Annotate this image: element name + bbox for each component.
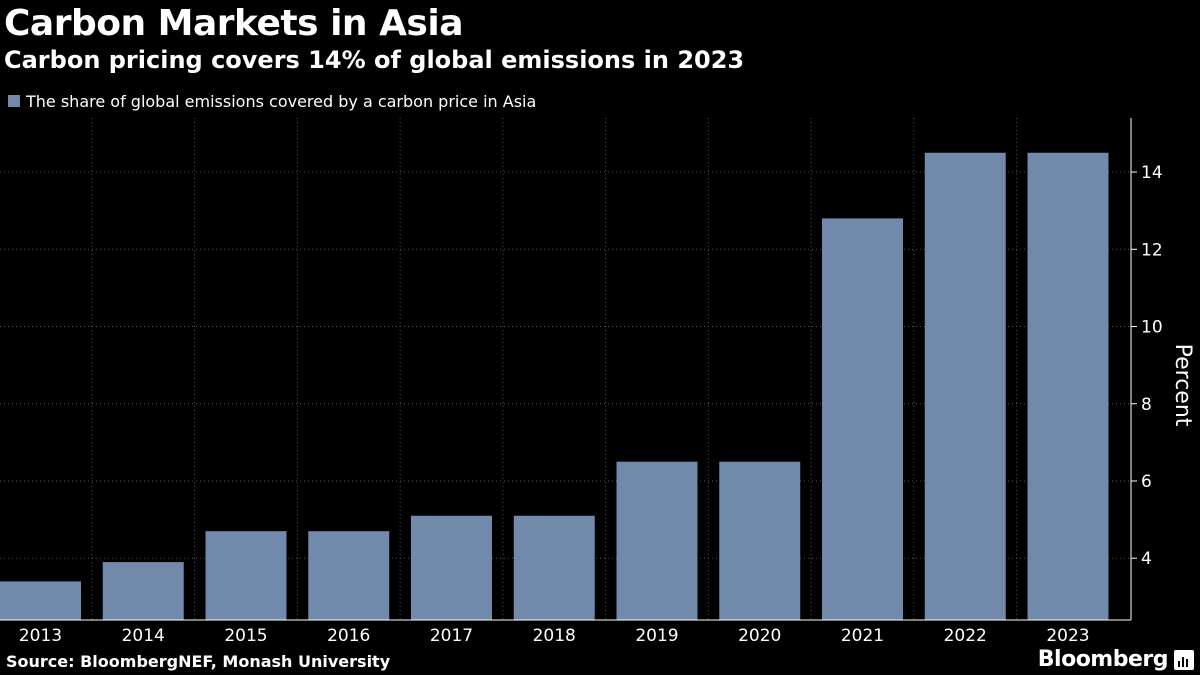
bar-2018	[513, 515, 595, 620]
source-note: Source: BloombergNEF, Monash University	[6, 652, 391, 671]
x-tick-label: 2013	[19, 626, 62, 646]
x-tick-label: 2019	[635, 626, 678, 646]
chart-title: Carbon Markets in Asia	[4, 3, 464, 44]
x-tick-label: 2016	[327, 626, 370, 646]
bar-2015	[205, 531, 287, 620]
chart-subtitle: Carbon pricing covers 14% of global emis…	[4, 46, 745, 74]
bar-2022	[924, 152, 1006, 620]
legend-swatch	[8, 95, 20, 107]
x-tick-label: 2015	[224, 626, 267, 646]
x-tick-label: 2014	[122, 626, 165, 646]
y-tick-label: 14	[1141, 163, 1163, 183]
x-tick-label: 2018	[533, 626, 576, 646]
x-tick-label: 2017	[430, 626, 473, 646]
bar-2019	[616, 461, 698, 620]
x-tick-label: 2022	[944, 626, 987, 646]
x-tick-label: 2020	[738, 626, 781, 646]
y-tick-label: 12	[1141, 240, 1163, 260]
y-tick-label: 6	[1141, 472, 1152, 492]
bar-2016	[308, 531, 390, 620]
bloomberg-logo: Bloomberg	[1037, 647, 1169, 672]
legend: The share of global emissions covered by…	[8, 90, 536, 112]
bar-2023	[1027, 152, 1109, 620]
legend-label: The share of global emissions covered by…	[26, 91, 537, 111]
bar-2021	[822, 218, 903, 620]
bloomberg-mark-icon	[1174, 650, 1194, 670]
y-tick-label: 10	[1141, 318, 1163, 338]
bar-2017	[411, 515, 492, 620]
bar-2014	[102, 562, 184, 620]
x-tick-label: 2021	[841, 626, 884, 646]
y-axis-title: Percent	[1170, 344, 1195, 427]
x-tick-label: 2023	[1046, 626, 1089, 646]
y-tick-label: 4	[1141, 549, 1152, 569]
bar-2013	[0, 581, 81, 620]
bar-2020	[719, 461, 801, 620]
y-tick-label: 8	[1141, 395, 1152, 415]
